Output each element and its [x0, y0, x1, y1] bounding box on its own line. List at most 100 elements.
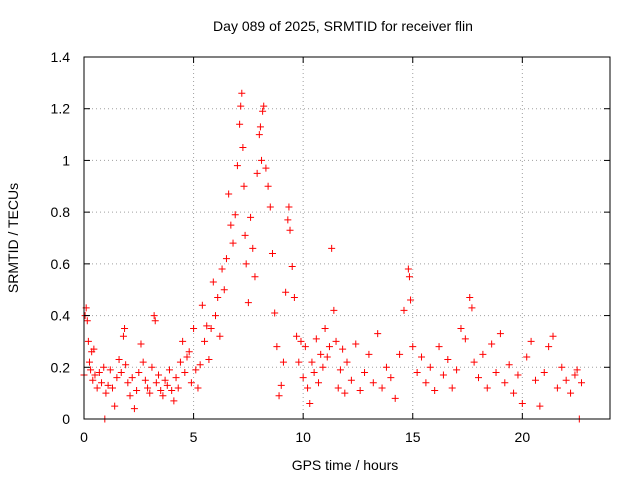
data-point — [297, 337, 305, 345]
data-point — [514, 371, 522, 379]
data-point — [185, 348, 193, 356]
data-point — [466, 293, 474, 301]
data-point — [262, 164, 270, 172]
data-point — [301, 343, 309, 351]
data-point — [268, 250, 276, 258]
x-axis-label: GPS time / hours — [292, 457, 399, 473]
y-tick-label: 1.2 — [51, 101, 71, 117]
data-point — [176, 358, 184, 366]
data-point — [240, 182, 248, 190]
data-point — [218, 265, 226, 273]
data-point — [108, 384, 116, 392]
data-point — [237, 102, 245, 110]
data-point — [236, 120, 244, 128]
data-point — [83, 317, 91, 325]
data-point — [181, 368, 189, 376]
data-point — [89, 376, 97, 384]
data-point — [253, 169, 261, 177]
data-point — [286, 226, 294, 234]
data-point — [258, 156, 266, 164]
data-point — [518, 399, 526, 407]
data-point — [141, 376, 149, 384]
data-point — [139, 358, 147, 366]
data-point — [549, 332, 557, 340]
data-point — [229, 239, 237, 247]
data-point — [172, 374, 180, 382]
data-point — [170, 397, 178, 405]
data-point — [216, 332, 224, 340]
data-point — [475, 374, 482, 382]
data-point — [545, 343, 553, 351]
data-point — [295, 358, 303, 366]
grid — [84, 57, 610, 419]
data-point — [128, 374, 136, 382]
data-point — [196, 361, 204, 369]
data-point — [249, 244, 257, 252]
data-point — [231, 211, 239, 219]
data-point — [144, 384, 152, 392]
data-point — [198, 301, 206, 309]
data-point — [332, 337, 340, 345]
data-point — [536, 402, 544, 410]
data-point — [323, 353, 331, 361]
x-tick-label: 15 — [405, 429, 421, 445]
data-point — [163, 381, 171, 389]
x-tick-label: 10 — [295, 429, 311, 445]
data-point — [93, 384, 101, 392]
data-point — [453, 366, 461, 374]
data-point — [306, 399, 314, 407]
data-point — [527, 337, 535, 345]
data-point — [159, 392, 167, 400]
data-point — [117, 368, 125, 376]
data-point — [288, 262, 296, 270]
data-point — [111, 402, 119, 410]
data-point — [119, 332, 127, 340]
data-point — [194, 384, 202, 392]
data-point — [310, 368, 318, 376]
data-point — [304, 384, 312, 392]
data-point — [531, 376, 539, 384]
data-point — [90, 345, 98, 353]
y-tick-label: 0.8 — [51, 204, 71, 220]
data-point — [256, 123, 264, 131]
data-point — [339, 345, 347, 353]
data-point — [168, 387, 176, 395]
data-point — [457, 325, 465, 332]
data-point — [241, 231, 249, 239]
data-point — [290, 293, 298, 301]
data-point — [405, 273, 413, 281]
data-point — [343, 358, 351, 366]
data-point — [361, 368, 369, 376]
data-point — [233, 162, 241, 170]
data-point — [259, 107, 267, 115]
data-point — [400, 306, 408, 314]
data-point — [87, 366, 95, 374]
data-point — [396, 350, 404, 358]
y-tick-label: 0 — [62, 411, 70, 427]
data-point — [95, 368, 103, 376]
data-point — [130, 405, 138, 413]
data-point — [558, 363, 566, 371]
data-point — [239, 144, 247, 151]
data-point — [179, 337, 187, 345]
data-point — [299, 374, 307, 382]
data-point — [174, 384, 182, 392]
data-point — [334, 384, 342, 392]
data-point — [251, 273, 259, 281]
data-point — [157, 387, 165, 395]
data-point — [212, 312, 219, 320]
data-point — [238, 89, 246, 97]
data-point — [483, 384, 491, 392]
data-point — [91, 371, 99, 379]
data-point — [369, 379, 377, 387]
data-point — [277, 381, 285, 389]
data-point — [135, 368, 143, 376]
data-point — [102, 389, 110, 397]
data-point — [190, 325, 198, 332]
data-point — [356, 387, 364, 395]
data-point — [285, 203, 293, 211]
data-point — [523, 353, 531, 361]
data-point — [203, 322, 211, 330]
data-point — [104, 381, 112, 389]
